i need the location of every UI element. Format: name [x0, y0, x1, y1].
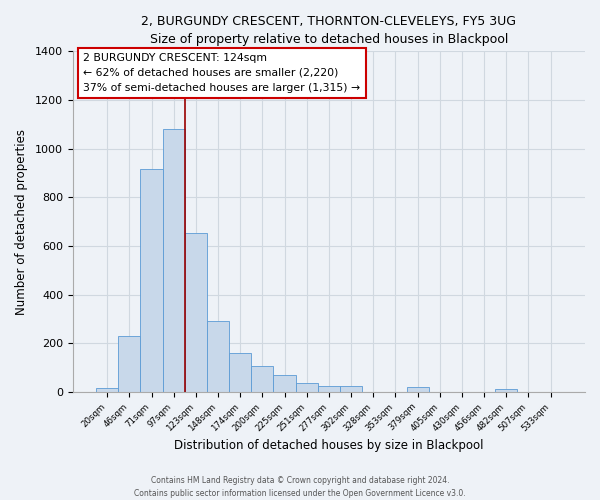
Bar [296, 382, 318, 392]
Bar [274, 375, 296, 392]
Bar [407, 388, 428, 392]
Bar [229, 354, 251, 392]
Bar [251, 366, 274, 392]
Bar [340, 386, 362, 392]
X-axis label: Distribution of detached houses by size in Blackpool: Distribution of detached houses by size … [174, 440, 484, 452]
Bar [140, 168, 163, 392]
Text: Contains HM Land Registry data © Crown copyright and database right 2024.
Contai: Contains HM Land Registry data © Crown c… [134, 476, 466, 498]
Bar [495, 389, 517, 392]
Bar [185, 232, 207, 392]
Bar [96, 388, 118, 392]
Bar [118, 336, 140, 392]
Bar [207, 320, 229, 392]
Bar [163, 129, 185, 392]
Title: 2, BURGUNDY CRESCENT, THORNTON-CLEVELEYS, FY5 3UG
Size of property relative to d: 2, BURGUNDY CRESCENT, THORNTON-CLEVELEYS… [142, 15, 517, 46]
Text: 2 BURGUNDY CRESCENT: 124sqm
← 62% of detached houses are smaller (2,220)
37% of : 2 BURGUNDY CRESCENT: 124sqm ← 62% of det… [83, 53, 360, 92]
Y-axis label: Number of detached properties: Number of detached properties [15, 128, 28, 314]
Bar [318, 386, 340, 392]
